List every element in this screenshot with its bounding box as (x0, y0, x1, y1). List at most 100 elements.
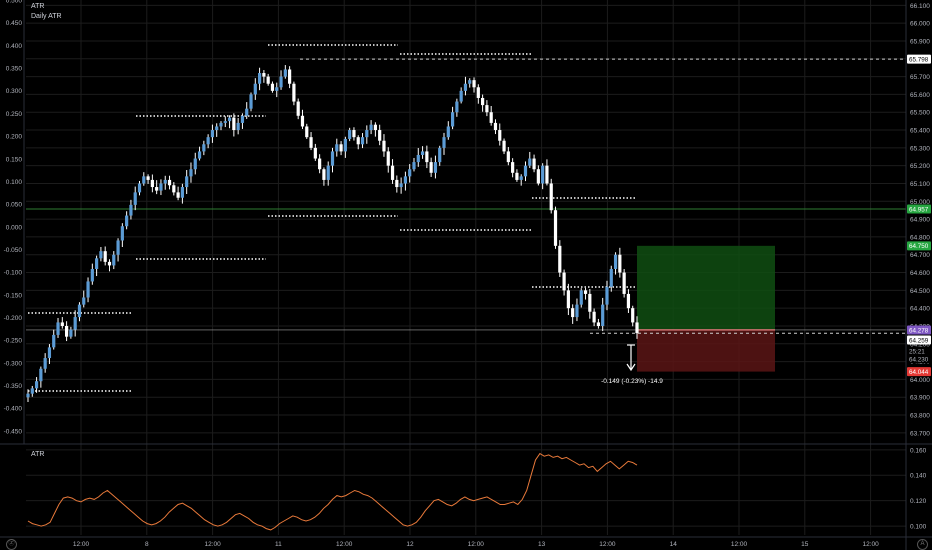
candle-body (262, 73, 266, 77)
left-tick-label: 0.350 (6, 66, 23, 73)
candle-body (373, 124, 377, 131)
candle-body (245, 108, 249, 116)
atr-tick-label: 0.100 (910, 524, 927, 531)
candle-body (193, 158, 197, 170)
candle-body (566, 290, 570, 309)
price-label: 64.230 (909, 356, 929, 363)
candle-body (64, 325, 69, 337)
candle-body (468, 80, 472, 84)
candle-body (300, 115, 305, 127)
left-tick-label: 0.100 (6, 179, 23, 186)
loss-zone (637, 329, 775, 372)
candle-body (609, 268, 613, 287)
candle-body (635, 322, 639, 334)
atr-indicator (27, 452, 638, 531)
candle-body (408, 169, 412, 177)
candle-body (120, 226, 124, 241)
right-tick-label: 65.000 (910, 199, 930, 206)
candle-body (163, 179, 167, 184)
candle-body (206, 137, 210, 145)
candle-body (283, 69, 287, 77)
candle-body (481, 97, 485, 106)
candle-body (579, 290, 583, 305)
horizontal-levels (26, 44, 906, 392)
candle-body (125, 215, 129, 227)
candle-body (442, 137, 446, 148)
right-tick-label: 64.500 (910, 288, 930, 295)
left-tick-label: 0.450 (6, 20, 23, 27)
right-tick-label: 65.300 (910, 145, 930, 152)
candle-body (202, 144, 206, 152)
right-tick-label: 63.700 (910, 430, 930, 437)
candle-body (30, 388, 34, 394)
candle-body (523, 165, 528, 177)
atr-tick-label: 0.160 (910, 447, 927, 454)
left-tick-label: 0.150 (6, 156, 23, 163)
price-label-bg (907, 325, 931, 335)
candle-body (90, 268, 94, 282)
candle-body (253, 83, 257, 95)
candle-body (107, 261, 112, 266)
left-tick-label: -0.200 (4, 315, 23, 322)
candle-body (335, 144, 339, 152)
candle-body (137, 183, 142, 193)
candle-body (348, 130, 352, 139)
candle-body (588, 293, 592, 312)
candle-body (386, 151, 390, 166)
candle-body (429, 162, 433, 173)
candle-body (189, 169, 193, 177)
candle-body (476, 87, 480, 98)
candle-body (571, 308, 575, 318)
left-tick-label: -0.450 (4, 428, 23, 435)
x-tick-label: 12 (406, 541, 414, 548)
left-tick-label: -0.150 (4, 292, 23, 299)
candle-body (210, 130, 215, 138)
left-tick-label: 0.050 (6, 202, 23, 209)
x-tick-label: 12:00 (204, 541, 221, 548)
symbol-title: ATR (31, 3, 45, 10)
tradingview-logo-icon[interactable]: Ⓩ (6, 539, 17, 550)
candle-body (159, 183, 163, 191)
candle-body (399, 183, 403, 188)
right-tick-label: 65.900 (910, 38, 930, 45)
candle-body (167, 179, 172, 186)
position-tool[interactable]: -0.149 (-0.23%) -14.9 (601, 245, 775, 385)
candle-body (618, 254, 622, 273)
candle-body (326, 165, 330, 180)
candle-body (438, 147, 442, 163)
candle-body (356, 137, 360, 145)
right-tick-label: 65.500 (910, 110, 930, 117)
price-label-bg (907, 241, 931, 251)
candle-body (172, 185, 176, 193)
candle-body (450, 112, 455, 127)
candle-body (493, 122, 498, 131)
candle-body (536, 169, 540, 184)
candle-body (296, 101, 300, 116)
candle-body (549, 183, 553, 211)
price-label: 64.750 (909, 243, 929, 250)
candle-body (575, 304, 579, 318)
right-tick-label: 64.200 (910, 341, 930, 348)
candle-body (583, 290, 588, 294)
candle-body (498, 130, 502, 141)
candle-body (257, 73, 262, 84)
right-tick-label: 63.900 (910, 395, 930, 402)
x-tick-label: 12:00 (862, 541, 879, 548)
left-tick-label: 0.300 (6, 88, 23, 95)
price-label-bg (907, 204, 931, 214)
candle-body (197, 151, 202, 159)
left-tick-label: -0.250 (4, 338, 23, 345)
candle-body (382, 140, 386, 152)
candle-body (532, 158, 536, 170)
candle-body (73, 317, 77, 330)
candle-body (541, 165, 545, 184)
left-tick-label: 0.250 (6, 111, 23, 118)
candle-body (403, 176, 408, 184)
candle-body (378, 130, 382, 141)
x-tick-label: 12:00 (468, 541, 485, 548)
x-tick-label: 12:00 (73, 541, 90, 548)
candle-body (279, 76, 283, 88)
right-tick-label: 65.200 (910, 163, 930, 170)
auto-scale-button[interactable]: A (917, 539, 928, 550)
